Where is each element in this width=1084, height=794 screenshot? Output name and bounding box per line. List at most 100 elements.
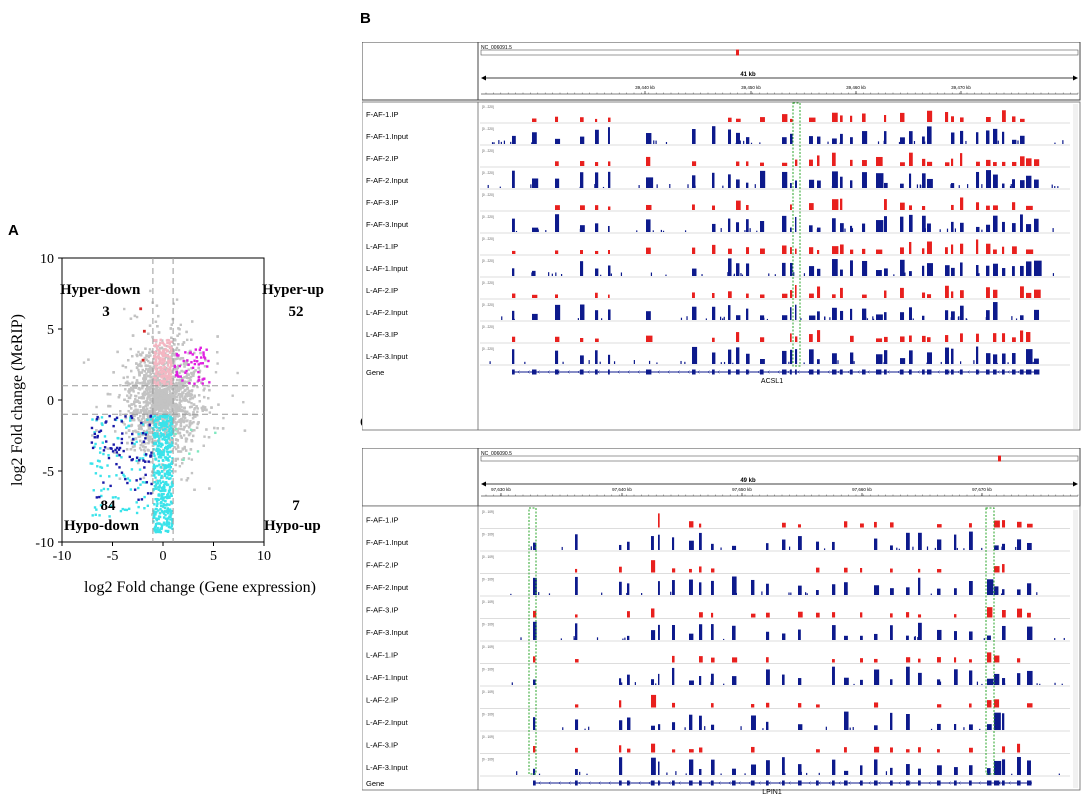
input-noise — [834, 187, 835, 188]
point-hypo-down — [113, 443, 115, 445]
input-peak — [1017, 589, 1021, 595]
scrollbar[interactable] — [1073, 104, 1078, 429]
track-label[interactable]: L-AF-1.Input — [366, 673, 409, 682]
ip-peak — [699, 747, 702, 752]
input-noise — [600, 362, 601, 364]
input-noise — [762, 231, 763, 232]
input-noise — [510, 142, 511, 144]
input-peak — [619, 678, 621, 685]
point-ns — [173, 368, 175, 370]
track-label[interactable]: L-AF-2.Input — [366, 718, 409, 727]
track-label[interactable]: L-AF-3.Input — [366, 352, 409, 361]
point-hyper-up — [190, 361, 192, 363]
point-ns — [127, 410, 129, 412]
point-m6a-down — [167, 507, 169, 509]
ip-peak — [736, 201, 741, 210]
input-peak — [976, 347, 978, 364]
ip-peak — [672, 749, 675, 752]
input-noise — [917, 184, 918, 188]
track-label[interactable]: F-AF-2.IP — [366, 154, 399, 163]
track-label[interactable]: F-AF-3.IP — [366, 605, 399, 614]
point-m6a-down — [166, 450, 168, 452]
point-m6a-down — [139, 468, 141, 470]
ip-peak — [832, 294, 836, 298]
input-noise — [501, 316, 502, 320]
track-label[interactable]: F-AF-1.Input — [366, 132, 409, 141]
ip-peak — [1002, 110, 1006, 122]
ip-peak — [1027, 703, 1033, 707]
input-noise — [761, 591, 762, 595]
input-peak — [672, 722, 675, 730]
track-label[interactable]: L-AF-3.IP — [366, 740, 398, 749]
ip-peak — [627, 749, 630, 753]
point-ns — [191, 458, 193, 460]
track-label[interactable]: L-AF-2.IP — [366, 695, 398, 704]
input-peak — [954, 724, 956, 730]
scatter-points — [83, 290, 246, 534]
track-label[interactable]: L-AF-1.Input — [366, 264, 409, 273]
input-peak — [1012, 140, 1016, 144]
track-label[interactable]: F-AF-2.Input — [366, 583, 409, 592]
input-peak — [927, 126, 932, 144]
quadrant-name-hyper-down: Hyper-down — [60, 282, 141, 298]
track-label[interactable]: F-AF-2.Input — [366, 176, 409, 185]
panel-label-b: B — [360, 10, 371, 27]
input-peak — [627, 542, 630, 550]
track-label[interactable]: F-AF-1.IP — [366, 110, 399, 119]
input-peak — [993, 175, 998, 188]
point-hypo-down — [104, 446, 106, 448]
input-noise — [899, 142, 900, 144]
track-label[interactable]: F-AF-1.IP — [366, 515, 399, 524]
point-m6a-down — [159, 512, 161, 514]
point-m6a-down — [152, 466, 154, 468]
input-noise — [1054, 186, 1055, 188]
track-label[interactable]: L-AF-2.Input — [366, 308, 409, 317]
input-peak — [986, 225, 990, 232]
point-m6a-down — [103, 488, 105, 490]
input-noise — [960, 361, 961, 364]
point-ns — [135, 437, 137, 439]
input-peak — [1002, 353, 1006, 364]
scrollbar[interactable] — [1073, 510, 1078, 788]
input-peak — [993, 302, 998, 320]
point-m6a-down — [156, 522, 158, 524]
input-peak — [954, 535, 956, 550]
track-label[interactable]: F-AF-1.Input — [366, 538, 409, 547]
gene-track-label[interactable]: Gene — [366, 368, 384, 377]
track-label[interactable]: L-AF-2.IP — [366, 286, 398, 295]
point-hypo-up — [175, 428, 177, 430]
track-label[interactable]: F-AF-3.Input — [366, 628, 409, 637]
input-noise — [746, 275, 747, 276]
point-m6a-up — [160, 376, 162, 378]
input-peak — [900, 137, 905, 144]
track-label[interactable]: L-AF-1.IP — [366, 242, 398, 251]
track-label[interactable]: F-AF-3.IP — [366, 198, 399, 207]
ip-peak — [760, 163, 764, 166]
point-hyper-up — [202, 351, 204, 353]
point-ns — [138, 401, 140, 403]
track-label[interactable]: F-AF-2.IP — [366, 560, 399, 569]
span-label: 49 kb — [740, 478, 756, 484]
quadrant-name-hyper-up: Hyper-up — [262, 282, 324, 298]
track-label[interactable]: L-AF-1.IP — [366, 650, 398, 659]
track-label[interactable]: F-AF-3.Input — [366, 220, 409, 229]
ip-peak — [1026, 332, 1030, 342]
point-m6a-down — [165, 458, 167, 460]
track-label[interactable]: L-AF-3.IP — [366, 330, 398, 339]
ip-peak — [900, 247, 904, 254]
point-ns — [169, 386, 171, 388]
input-peak — [782, 540, 785, 550]
ip-peak — [922, 336, 926, 342]
input-peak — [736, 179, 740, 188]
point-m6a-up — [167, 362, 169, 364]
point-hypo-down — [121, 472, 123, 474]
ip-peak — [844, 521, 847, 527]
input-noise — [883, 362, 884, 364]
input-peak — [994, 713, 1001, 730]
point-m6a-down — [158, 437, 160, 439]
point-m6a-up — [159, 342, 161, 344]
point-m6a-down — [157, 449, 159, 451]
input-peak — [816, 590, 819, 595]
point-ns — [209, 411, 211, 413]
point-ns — [204, 365, 206, 367]
